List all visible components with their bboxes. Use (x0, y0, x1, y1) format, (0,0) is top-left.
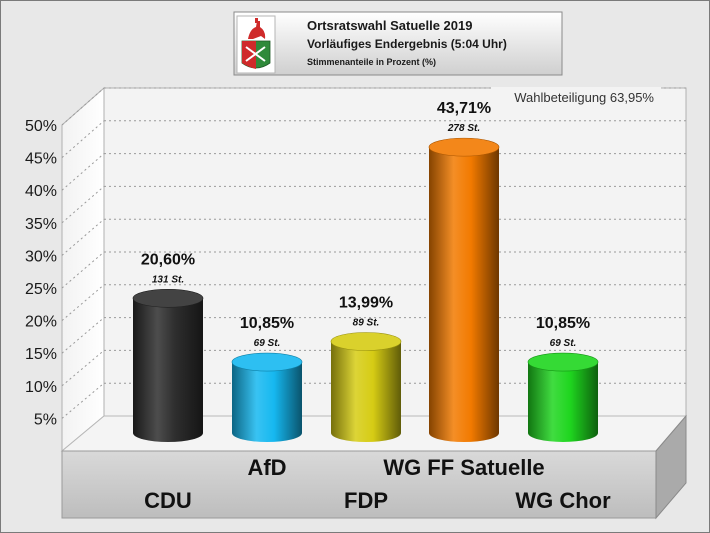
category-label: FDP (344, 488, 388, 513)
bar-wg-ff-satuelle (429, 147, 499, 442)
y-tick-label: 50% (25, 118, 57, 135)
category-labels: CDU AfD FDP WG FF Satuelle WG Chor (144, 455, 611, 513)
coat-of-arms-icon (236, 15, 276, 74)
value-label: 43,71% (437, 100, 491, 117)
bar-fdp (331, 341, 401, 442)
votes-label: 89 St. (353, 318, 380, 329)
gridline-side (61, 120, 105, 158)
chart-subtitle: Vorläufiges Endergebnis (5:04 Uhr) (307, 37, 507, 51)
y-tick-label: 15% (25, 346, 57, 363)
y-tick-label: 45% (25, 151, 57, 168)
category-label: AfD (247, 455, 286, 480)
bar-afd (232, 362, 302, 442)
chart-title: Ortsratswahl Satuelle 2019 (307, 18, 472, 33)
chart-note: Stimmenanteile in Prozent (%) (307, 57, 436, 67)
bar-cdu (133, 298, 203, 442)
gridline-side (61, 186, 105, 224)
value-label: 13,99% (339, 295, 393, 312)
gridline-side (61, 382, 105, 419)
value-label: 10,85% (536, 315, 590, 332)
gridline-side (61, 284, 105, 321)
votes-label: 69 St. (254, 338, 281, 349)
category-label: WG FF Satuelle (383, 455, 544, 480)
bar-top-wg-chor (527, 352, 599, 372)
gridline-side (61, 218, 105, 256)
y-tick-label: 10% (25, 379, 57, 396)
category-label: CDU (144, 488, 192, 513)
votes-label: 131 St. (152, 274, 184, 285)
bar-top-cdu (132, 288, 204, 308)
gridline-side (61, 317, 105, 354)
y-axis-ticks: 5% 10% 15% 20% 25% 30% 35% 40% 45% 50% (25, 118, 57, 428)
y-tick-label: 20% (25, 314, 57, 331)
votes-label: 278 St. (447, 123, 480, 134)
bar-top-afd (231, 352, 303, 372)
bar-top-fdp (330, 332, 402, 351)
category-label: WG Chor (515, 488, 611, 513)
bar-top-wg-ff-satuelle (428, 137, 500, 157)
y-tick-label: 40% (25, 183, 57, 200)
value-label: 20,60% (141, 251, 195, 268)
turnout-bg (491, 87, 661, 107)
gridline-side (61, 153, 105, 191)
votes-label: 69 St. (550, 338, 577, 349)
gridline-side (61, 87, 105, 126)
y-tick-label: 30% (25, 248, 57, 265)
value-labels: 20,60% 131 St. 10,85% 69 St. 13,99% 89 St. 43,… (141, 100, 590, 349)
y-tick-label: 5% (34, 411, 57, 428)
bars (132, 137, 599, 442)
bar-wg-chor (528, 362, 598, 442)
value-label: 10,85% (240, 315, 294, 332)
gridline-side (61, 350, 105, 387)
y-tick-label: 35% (25, 216, 57, 233)
y-tick-label: 25% (25, 281, 57, 298)
gridline-side (61, 251, 105, 289)
turnout-label: Wahlbeteiligung 63,95% (514, 90, 654, 105)
chart-header: Ortsratswahl Satuelle 2019 Vorläufiges E… (233, 11, 563, 76)
